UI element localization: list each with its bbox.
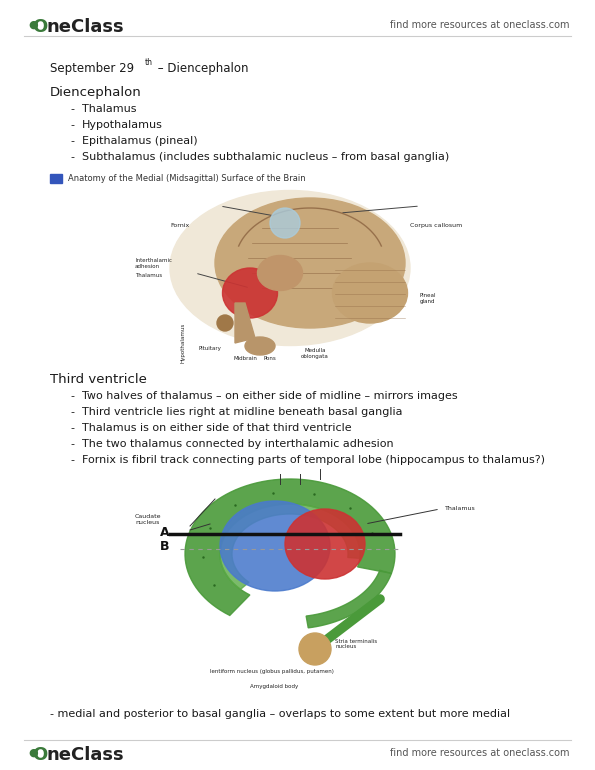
Text: Subthalamus (includes subthalamic nucleus – from basal ganglia): Subthalamus (includes subthalamic nucleu… [82, 152, 449, 162]
Text: Medulla
oblongata: Medulla oblongata [301, 348, 329, 359]
Text: Anatomy of the Medial (Midsagittal) Surface of the Brain: Anatomy of the Medial (Midsagittal) Surf… [68, 174, 306, 183]
Text: Fornix: Fornix [171, 223, 190, 228]
Text: B: B [160, 541, 170, 554]
Text: -: - [70, 136, 74, 146]
Text: Pituitary: Pituitary [199, 346, 221, 351]
Text: O: O [32, 746, 47, 764]
Text: Thalamus is on either side of that third ventricle: Thalamus is on either side of that third… [82, 423, 352, 433]
Ellipse shape [245, 337, 275, 355]
Text: Midbrain: Midbrain [233, 356, 257, 361]
Ellipse shape [215, 198, 405, 328]
Text: Interthalamic
adhesion: Interthalamic adhesion [135, 258, 172, 269]
Text: -: - [70, 423, 74, 433]
Text: – Diencephalon: – Diencephalon [154, 62, 249, 75]
Text: Thalamus: Thalamus [135, 273, 162, 278]
Ellipse shape [258, 256, 302, 290]
Polygon shape [306, 571, 392, 628]
Text: -: - [70, 104, 74, 114]
Text: neClass: neClass [47, 18, 124, 36]
Text: Hypothalamus: Hypothalamus [82, 120, 163, 130]
Text: find more resources at oneclass.com: find more resources at oneclass.com [390, 748, 570, 758]
Text: -: - [70, 152, 74, 162]
Polygon shape [185, 479, 395, 615]
Text: Pineal
gland: Pineal gland [420, 293, 437, 304]
Text: th: th [145, 58, 153, 67]
Text: ●: ● [28, 20, 37, 30]
Text: Diencephalon: Diencephalon [50, 86, 142, 99]
Text: -: - [70, 439, 74, 449]
Text: Corpus callosum: Corpus callosum [410, 223, 462, 228]
Text: ●: ● [28, 748, 37, 758]
Ellipse shape [223, 268, 277, 318]
Text: find more resources at oneclass.com: find more resources at oneclass.com [390, 20, 570, 30]
Circle shape [299, 633, 331, 665]
Text: Amygdaloid body: Amygdaloid body [250, 684, 298, 689]
Text: Third ventricle lies right at midline beneath basal ganglia: Third ventricle lies right at midline be… [82, 407, 402, 417]
Text: Fornix is fibril track connecting parts of temporal lobe (hippocampus to thalamu: Fornix is fibril track connecting parts … [82, 455, 545, 465]
Text: - medial and posterior to basal ganglia – overlaps to some extent but more media: - medial and posterior to basal ganglia … [50, 709, 510, 719]
Text: neClass: neClass [47, 746, 124, 764]
Circle shape [217, 315, 233, 331]
Text: lentiform nucleus (globus pallidus, putamen): lentiform nucleus (globus pallidus, puta… [210, 669, 334, 674]
Text: Hypothalamus: Hypothalamus [180, 323, 185, 363]
Text: Caudate
nucleus: Caudate nucleus [135, 514, 161, 525]
Polygon shape [235, 303, 255, 343]
Text: -: - [70, 120, 74, 130]
Text: Pons: Pons [264, 356, 276, 361]
Text: Two halves of thalamus – on either side of midline – mirrors images: Two halves of thalamus – on either side … [82, 391, 458, 401]
Text: -: - [70, 455, 74, 465]
Polygon shape [220, 504, 360, 589]
FancyBboxPatch shape [50, 174, 62, 183]
Text: -: - [70, 391, 74, 401]
Text: The two thalamus connected by interthalamic adhesion: The two thalamus connected by interthala… [82, 439, 394, 449]
Text: Third ventricle: Third ventricle [50, 373, 147, 386]
Text: Epithalamus (pineal): Epithalamus (pineal) [82, 136, 198, 146]
Ellipse shape [220, 501, 330, 591]
Text: Thalamus: Thalamus [445, 507, 476, 511]
Text: -: - [70, 407, 74, 417]
Text: O: O [32, 18, 47, 36]
Text: September 29: September 29 [50, 62, 134, 75]
Text: Stria terminalis
nucleus: Stria terminalis nucleus [335, 638, 377, 649]
Ellipse shape [285, 509, 365, 579]
Ellipse shape [270, 208, 300, 238]
Text: Thalamus: Thalamus [82, 104, 136, 114]
Text: A: A [160, 525, 170, 538]
Ellipse shape [333, 263, 408, 323]
Ellipse shape [170, 190, 410, 346]
